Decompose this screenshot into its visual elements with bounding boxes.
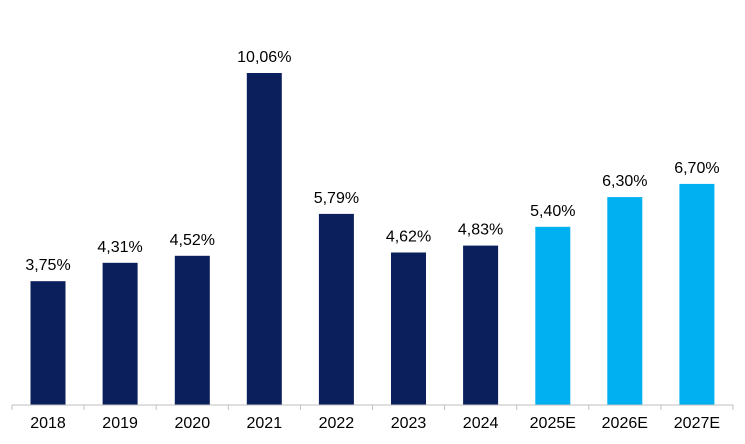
bar-2026E [607, 197, 643, 405]
x-tick-label-2024: 2024 [463, 415, 499, 432]
x-tick-label-2027E: 2027E [674, 415, 720, 432]
data-label-2022: 5,79% [314, 190, 359, 207]
x-tick-label-2026E: 2026E [602, 415, 648, 432]
bar-2023 [391, 252, 426, 405]
data-label-2020: 4,52% [170, 232, 215, 249]
bar-2019 [102, 262, 138, 405]
data-label-2019: 4,31% [97, 239, 142, 256]
bar-2027E [679, 183, 715, 405]
data-labels-group: 3,75% 4,31% 4,52% 10,06% 5,79% 4,62% 4,83% 5,40… [25, 49, 719, 274]
x-tick-label-2019: 2019 [102, 415, 138, 432]
bar-2025E [535, 226, 571, 405]
bar-2024 [463, 245, 499, 405]
data-label-2018: 3,75% [25, 257, 70, 274]
x-tick-label-2023: 2023 [391, 415, 427, 432]
data-label-2027E: 6,70% [674, 160, 719, 177]
bar-2020 [174, 255, 210, 405]
data-label-2021: 10,06% [237, 49, 291, 66]
bar-2021 [246, 73, 282, 405]
x-tick-label-2025E: 2025E [530, 415, 576, 432]
data-label-2025E: 5,40% [530, 203, 575, 220]
x-tick-label-2022: 2022 [319, 415, 355, 432]
bar-2022 [318, 213, 354, 405]
bar-2018 [30, 281, 66, 405]
x-tick-label-2021: 2021 [247, 415, 283, 432]
x-tick-label-2018: 2018 [30, 415, 66, 432]
data-label-2023: 4,62% [386, 229, 431, 246]
x-tick-labels-group: 2018 2019 2020 2021 2022 2023 2024 2025E 2026E 20… [30, 415, 720, 432]
x-tick-label-2020: 2020 [175, 415, 211, 432]
bars-group [30, 73, 715, 405]
data-label-2024: 4,83% [458, 222, 503, 239]
x-tick-marks-group [11, 405, 734, 410]
data-label-2026E: 6,30% [602, 173, 647, 190]
